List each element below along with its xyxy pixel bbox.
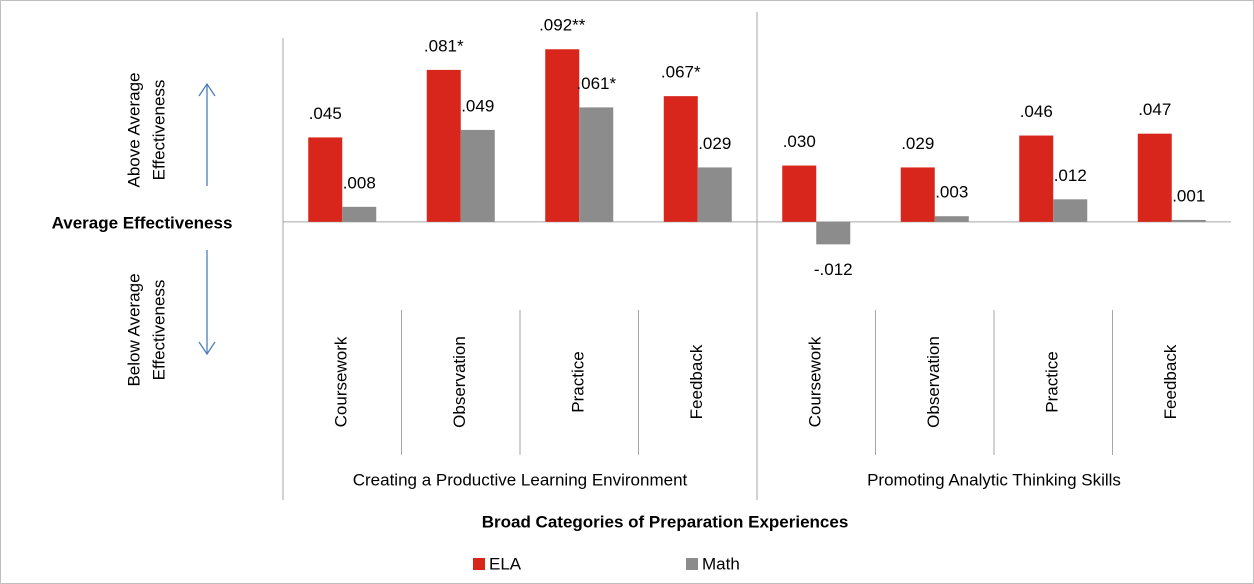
x-tick-label: Practice: [569, 351, 588, 412]
above-label: Effectiveness: [149, 80, 168, 181]
data-label: .049: [461, 96, 494, 115]
bar: [460, 129, 495, 222]
data-label: .061*: [576, 74, 616, 93]
bar: [1019, 135, 1054, 222]
up-arrow: [198, 82, 216, 186]
data-label: .012: [1054, 166, 1087, 185]
data-label: .046: [1020, 102, 1053, 121]
bar: [342, 206, 377, 222]
bar: [1171, 219, 1206, 222]
data-label: .067*: [661, 63, 701, 82]
bar: [816, 221, 851, 245]
x-tick-label: Feedback: [687, 344, 706, 419]
bar: [782, 165, 817, 222]
data-label: .030: [783, 132, 816, 151]
group-label: Promoting Analytic Thinking Skills: [867, 470, 1121, 489]
bar: [663, 96, 698, 222]
x-axis-title: Broad Categories of Preparation Experien…: [482, 512, 849, 531]
bar: [934, 216, 969, 222]
center-label: Average Effectiveness: [52, 213, 233, 232]
data-label: .003: [935, 183, 968, 202]
legend-label: Math: [702, 554, 740, 573]
x-tick-label: Observation: [450, 336, 469, 428]
data-label: .092**: [539, 16, 586, 35]
bar: [900, 167, 935, 222]
x-tick-label: Feedback: [1161, 344, 1180, 419]
down-arrow: [198, 250, 216, 356]
bar: [579, 107, 614, 222]
data-label: .001: [1172, 186, 1205, 205]
x-tick-label: Coursework: [806, 336, 825, 427]
bar: [545, 49, 580, 222]
data-label: .029: [698, 134, 731, 153]
below-label: Below Average: [124, 273, 143, 386]
bar: [1053, 199, 1088, 222]
legend-label: ELA: [489, 554, 522, 573]
below-label: Effectiveness: [149, 280, 168, 381]
bar: [426, 69, 461, 222]
data-label: -.012: [814, 260, 853, 279]
bar: [1137, 133, 1172, 222]
x-tick-label: Observation: [924, 336, 943, 428]
legend-swatch: [686, 558, 698, 570]
data-label: .081*: [424, 36, 464, 55]
bar: [308, 137, 343, 222]
data-label: .047: [1138, 100, 1171, 119]
data-label: .029: [901, 134, 934, 153]
above-label: Above Average: [124, 73, 143, 188]
data-label: .008: [343, 173, 376, 192]
legend-swatch: [473, 558, 485, 570]
bar: [697, 167, 732, 222]
x-tick-label: Practice: [1043, 351, 1062, 412]
group-label: Creating a Productive Learning Environme…: [353, 470, 688, 489]
data-label: .045: [309, 104, 342, 123]
x-tick-label: Coursework: [332, 336, 351, 427]
